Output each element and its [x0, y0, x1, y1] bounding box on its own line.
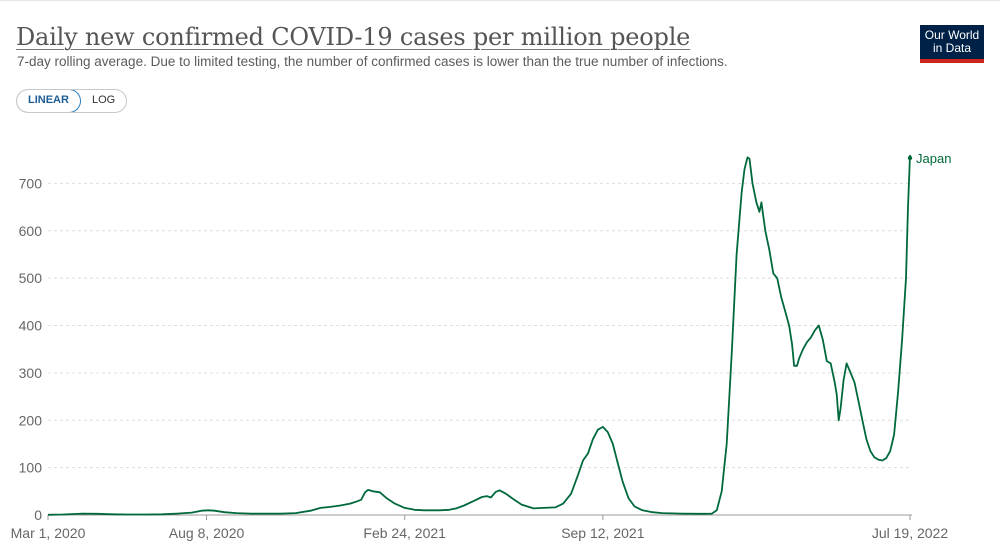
series-label-japan: Japan	[916, 151, 951, 166]
x-tick-label: Mar 1, 2020	[11, 525, 86, 541]
y-tick-label: 500	[19, 270, 43, 286]
scale-toggle: LINEAR LOG	[16, 89, 128, 113]
y-tick-label: 700	[19, 175, 43, 191]
linear-scale-button[interactable]: LINEAR	[17, 90, 81, 112]
line-chart: 0 100 200 300 400 500 600 700 Mar 1, 2020 Aug 8, …	[11, 151, 952, 541]
logo-line-2: in Data	[932, 40, 972, 55]
chart-title[interactable]: Daily new confirmed COVID-19 cases per m…	[16, 23, 691, 51]
y-tick-label: 200	[19, 412, 43, 428]
x-tick-label: Feb 24, 2021	[363, 525, 446, 541]
x-tick-label: Aug 8, 2020	[169, 525, 245, 541]
owid-logo[interactable]: Our World in Data	[920, 25, 984, 63]
y-tick-label: 100	[19, 460, 43, 476]
y-tick-label: 400	[19, 318, 43, 334]
series-end-marker	[907, 155, 913, 161]
x-tick-label: Sep 12, 2021	[561, 525, 645, 541]
y-tick-label: 600	[19, 223, 43, 239]
y-tick-label: 300	[19, 365, 43, 381]
y-tick-label: 0	[34, 507, 42, 523]
x-tick-label: Jul 19, 2022	[872, 525, 948, 541]
logo-line-1: Our World	[924, 28, 980, 42]
log-scale-button[interactable]: LOG	[91, 94, 116, 106]
series-line-japan	[47, 154, 911, 516]
chart-subtitle: 7-day rolling average. Due to limited te…	[17, 54, 728, 69]
